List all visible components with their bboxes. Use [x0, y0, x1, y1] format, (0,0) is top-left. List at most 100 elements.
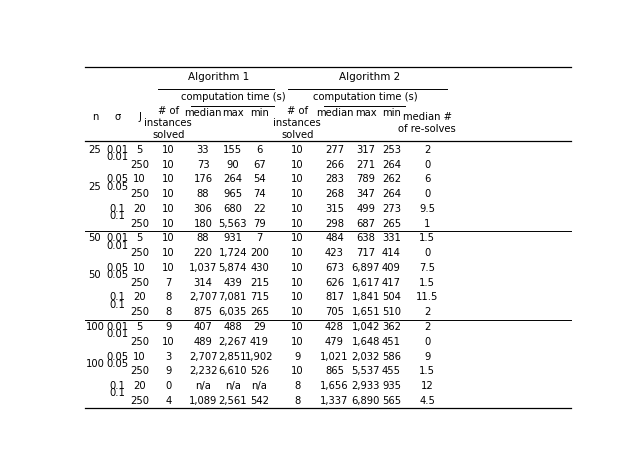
Text: 5: 5: [136, 234, 143, 243]
Text: 626: 626: [325, 278, 344, 288]
Text: 0: 0: [424, 337, 430, 347]
Text: 250: 250: [130, 337, 149, 347]
Text: 10: 10: [291, 189, 303, 199]
Text: 6,890: 6,890: [351, 396, 380, 406]
Text: 1,841: 1,841: [351, 292, 380, 303]
Text: 1.5: 1.5: [419, 278, 435, 288]
Text: 419: 419: [250, 337, 269, 347]
Text: 10: 10: [291, 248, 303, 258]
Text: 9: 9: [294, 352, 300, 361]
Text: min: min: [382, 108, 401, 118]
Text: 0.1: 0.1: [109, 204, 125, 214]
Text: 414: 414: [382, 248, 401, 258]
Text: 1,656: 1,656: [320, 381, 349, 391]
Text: # of
instances
solved: # of instances solved: [273, 106, 321, 140]
Text: 250: 250: [130, 278, 149, 288]
Text: 542: 542: [250, 396, 269, 406]
Text: 264: 264: [382, 160, 401, 170]
Text: 0.1: 0.1: [109, 381, 125, 391]
Text: 1.5: 1.5: [419, 366, 435, 376]
Text: 8: 8: [294, 381, 300, 391]
Text: 20: 20: [133, 381, 146, 391]
Text: 586: 586: [382, 352, 401, 361]
Text: 362: 362: [382, 322, 401, 332]
Text: 250: 250: [130, 366, 149, 376]
Text: 10: 10: [162, 145, 175, 155]
Text: 2,851: 2,851: [218, 352, 247, 361]
Text: 271: 271: [356, 160, 375, 170]
Text: 250: 250: [130, 219, 149, 229]
Text: 10: 10: [291, 219, 303, 229]
Text: 0.01: 0.01: [106, 234, 128, 243]
Text: 6: 6: [424, 174, 430, 184]
Text: Algorithm 2: Algorithm 2: [339, 72, 400, 82]
Text: median: median: [316, 108, 353, 118]
Text: 2: 2: [424, 307, 430, 317]
Text: 10: 10: [162, 204, 175, 214]
Text: 7: 7: [165, 278, 172, 288]
Text: 155: 155: [223, 145, 243, 155]
Text: n/a: n/a: [225, 381, 241, 391]
Text: 73: 73: [196, 160, 209, 170]
Text: 0.1: 0.1: [109, 212, 125, 221]
Text: 88: 88: [196, 234, 209, 243]
Text: 9: 9: [165, 322, 172, 332]
Text: 3: 3: [165, 352, 172, 361]
Text: 0.05: 0.05: [106, 182, 128, 192]
Text: 673: 673: [325, 263, 344, 273]
Text: 250: 250: [130, 396, 149, 406]
Text: 264: 264: [223, 174, 243, 184]
Text: 4: 4: [165, 396, 172, 406]
Text: 7: 7: [257, 234, 263, 243]
Text: 6: 6: [257, 145, 263, 155]
Text: 0.01: 0.01: [106, 241, 128, 251]
Text: 215: 215: [250, 278, 269, 288]
Text: computation time (s): computation time (s): [313, 92, 418, 102]
Text: 253: 253: [382, 145, 401, 155]
Text: 283: 283: [325, 174, 344, 184]
Text: 2,707: 2,707: [189, 352, 217, 361]
Text: 1,042: 1,042: [351, 322, 380, 332]
Text: 100: 100: [86, 322, 104, 332]
Text: 9: 9: [424, 352, 430, 361]
Text: 4.5: 4.5: [419, 396, 435, 406]
Text: 0.01: 0.01: [106, 329, 128, 339]
Text: max: max: [355, 108, 376, 118]
Text: 430: 430: [250, 263, 269, 273]
Text: 2,032: 2,032: [351, 352, 380, 361]
Text: 0.05: 0.05: [106, 352, 128, 361]
Text: 10: 10: [162, 337, 175, 347]
Text: 0.05: 0.05: [106, 263, 128, 273]
Text: 88: 88: [196, 189, 209, 199]
Text: 680: 680: [223, 204, 242, 214]
Text: 33: 33: [196, 145, 209, 155]
Text: 717: 717: [356, 248, 375, 258]
Text: 10: 10: [162, 248, 175, 258]
Text: 638: 638: [356, 234, 375, 243]
Text: 0.1: 0.1: [109, 292, 125, 303]
Text: 1,724: 1,724: [218, 248, 247, 258]
Text: 407: 407: [193, 322, 212, 332]
Text: 277: 277: [325, 145, 344, 155]
Text: 176: 176: [193, 174, 212, 184]
Text: 687: 687: [356, 219, 375, 229]
Text: 262: 262: [382, 174, 401, 184]
Text: 2,561: 2,561: [218, 396, 247, 406]
Text: 264: 264: [382, 189, 401, 199]
Text: 268: 268: [325, 189, 344, 199]
Text: 10: 10: [291, 204, 303, 214]
Text: median: median: [184, 108, 221, 118]
Text: Algorithm 1: Algorithm 1: [188, 72, 250, 82]
Text: 0.05: 0.05: [106, 270, 128, 280]
Text: 6,897: 6,897: [351, 263, 380, 273]
Text: 5: 5: [136, 145, 143, 155]
Text: 5: 5: [136, 322, 143, 332]
Text: n/a: n/a: [252, 381, 268, 391]
Text: computation time (s): computation time (s): [182, 92, 286, 102]
Text: 11.5: 11.5: [416, 292, 438, 303]
Text: 488: 488: [223, 322, 242, 332]
Text: 74: 74: [253, 189, 266, 199]
Text: 8: 8: [165, 307, 172, 317]
Text: 1,902: 1,902: [245, 352, 274, 361]
Text: 10: 10: [162, 160, 175, 170]
